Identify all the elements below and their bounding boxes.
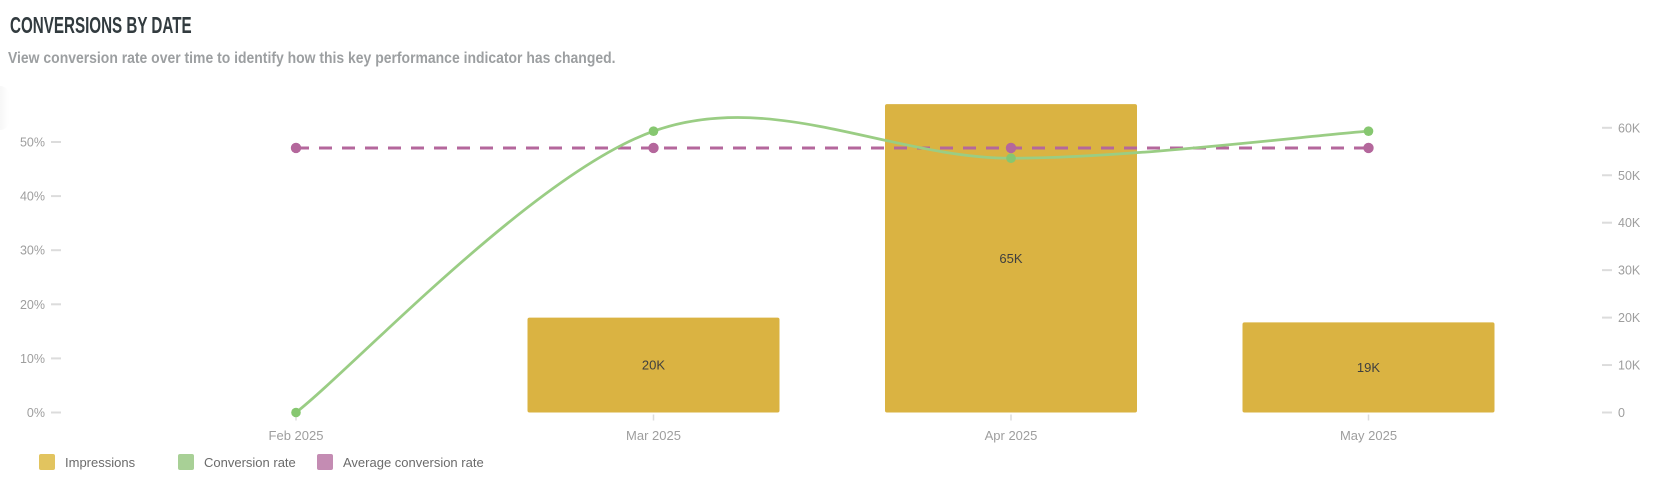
legend-swatch bbox=[39, 454, 55, 470]
legend-item-impressions[interactable]: Impressions bbox=[39, 454, 178, 470]
average-rate-point[interactable] bbox=[1005, 142, 1017, 154]
legend-swatch bbox=[178, 454, 194, 470]
legend-label: Conversion rate bbox=[204, 454, 296, 470]
left-axis-label: 0% bbox=[27, 406, 45, 420]
legend-item-conversion-rate[interactable]: Conversion rate bbox=[178, 454, 317, 470]
right-axis-label: 50K bbox=[1618, 169, 1641, 183]
conversion-rate-point[interactable] bbox=[1006, 153, 1016, 164]
page-title: CONVERSIONS BY DATE bbox=[10, 12, 192, 38]
impressions-bar[interactable] bbox=[527, 317, 780, 413]
average-rate-point[interactable] bbox=[290, 142, 302, 154]
legend-label: Average conversion rate bbox=[343, 454, 484, 470]
chart-header: CONVERSIONS BY DATE View conversion rate… bbox=[8, 12, 616, 67]
right-axis-label: 40K bbox=[1618, 216, 1641, 230]
left-axis-label: 20% bbox=[20, 298, 45, 312]
page-subtitle: View conversion rate over time to identi… bbox=[8, 50, 616, 67]
x-axis-label: Feb 2025 bbox=[269, 428, 324, 443]
right-axis-label: 60K bbox=[1618, 121, 1641, 135]
conversion-rate-point[interactable] bbox=[1363, 126, 1374, 136]
right-axis-label: 20K bbox=[1618, 311, 1641, 325]
bar-value-label: 65K bbox=[999, 251, 1022, 266]
conversion-rate-point[interactable] bbox=[648, 126, 659, 136]
right-axis-label: 30K bbox=[1618, 264, 1641, 278]
right-axis-label: 10K bbox=[1618, 359, 1641, 373]
panel-edge-decoration bbox=[0, 86, 9, 130]
left-axis-label: 50% bbox=[20, 136, 45, 150]
legend-swatch bbox=[317, 454, 333, 470]
conversion-rate-point[interactable] bbox=[291, 407, 301, 418]
x-axis-label: May 2025 bbox=[1340, 428, 1397, 443]
x-axis-label: Apr 2025 bbox=[985, 428, 1038, 443]
average-rate-point[interactable] bbox=[648, 142, 659, 154]
conversion-rate-line bbox=[295, 116, 1369, 414]
average-rate-point[interactable] bbox=[1363, 142, 1374, 154]
legend-item-average-conversion-rate[interactable]: Average conversion rate bbox=[317, 454, 484, 470]
impressions-bar[interactable] bbox=[885, 104, 1137, 413]
bar-value-label: 19K bbox=[1357, 360, 1380, 375]
legend-label: Impressions bbox=[65, 454, 136, 470]
left-axis-label: 10% bbox=[20, 352, 45, 366]
bar-value-label: 20K bbox=[642, 358, 665, 373]
impressions-bar[interactable] bbox=[1242, 322, 1495, 413]
right-axis-label: 0 bbox=[1618, 406, 1625, 420]
chart-legend: Impressions Conversion rate Average conver… bbox=[39, 454, 484, 470]
x-axis-label: Mar 2025 bbox=[626, 428, 681, 443]
left-axis-label: 40% bbox=[20, 190, 45, 204]
left-axis-label: 30% bbox=[20, 244, 45, 258]
